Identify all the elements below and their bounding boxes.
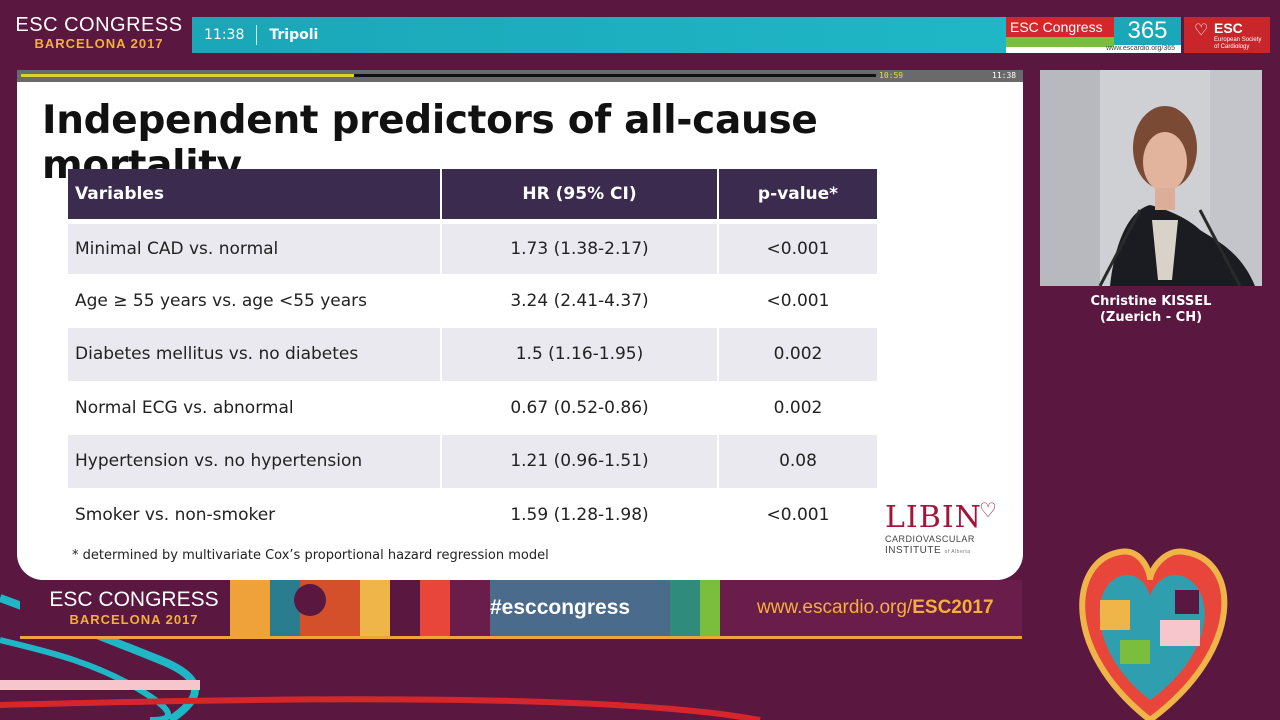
cell-variable: Normal ECG vs. abnormal [68,381,442,435]
libin-line2: INSTITUTE of Alberta [885,545,1005,558]
header-variables: Variables [68,169,442,219]
esc-society-logo: ♡ ESC European Society of Cardiology [1184,17,1270,53]
banner-url-prefix: www.escardio.org/ [757,597,913,618]
esc365-stripe [1006,37,1114,47]
cell-hr: 1.21 (0.96-1.51) [442,434,719,488]
table-header-row: Variables HR (95% CI) p-value* [68,169,877,219]
progress-fill [21,74,355,77]
banner-url: www.escardio.org/ESC2017 [757,597,994,619]
esc365-label: ESC Congress [1006,17,1114,37]
speaker-video [1040,70,1262,286]
cell-p: 0.002 [719,381,877,435]
libin-institute-logo: ♡ LIBIN CARDIOVASCULAR INSTITUTE of Albe… [885,498,1005,572]
libin-wordmark: LIBIN [885,500,982,535]
table-row: Hypertension vs. no hypertension 1.21 (0… [68,434,877,488]
divider [256,25,258,45]
libin-alberta: of Alberta [944,549,971,555]
cell-p: 0.08 [719,434,877,488]
esc-congress-logo: ESC CONGRESS BARCELONA 2017 [14,14,184,51]
cell-variable: Diabetes mellitus vs. no diabetes [68,327,442,381]
table-row: Smoker vs. non-smoker 1.59 (1.28-1.98) <… [68,488,877,542]
table-row: Diabetes mellitus vs. no diabetes 1.5 (1… [68,327,877,381]
elapsed-time: 10:59 [879,71,904,80]
predictors-table: Variables HR (95% CI) p-value* Minimal C… [68,169,877,542]
cell-p: <0.001 [719,274,877,328]
session-time: 11:38 [204,27,245,43]
banner-congress-subtitle: BARCELONA 2017 [69,612,199,627]
esc365-number: 365 [1114,17,1181,45]
libin-line1: CARDIOVASCULAR [885,534,975,544]
banner-underline [20,636,1022,639]
banner-artwork [20,580,1022,638]
session-info-bar: 11:38 Tripoli [192,17,1006,53]
table-row: Age ≥ 55 years vs. age <55 years 3.24 (2… [68,274,877,328]
congress-banner: ESC CONGRESS BARCELONA 2017 #esccongress… [20,580,1022,638]
table-row: Minimal CAD vs. normal 1.73 (1.38-2.17) … [68,219,877,274]
heart-icon: ♡ [1194,20,1209,39]
banner-url-suffix: ESC2017 [912,597,994,618]
society-subtitle: European Society of Cardiology [1214,37,1262,50]
society-name: ESC [1214,20,1243,36]
header-hr: HR (95% CI) [442,169,719,219]
speaker-name: Christine KISSEL [1090,294,1212,309]
cell-variable: Minimal CAD vs. normal [68,219,442,274]
libin-institute: INSTITUTE [885,545,942,556]
banner-hashtag: #esccongress [490,596,631,619]
speaker-silhouette [1040,70,1262,286]
video-progress-bar[interactable]: 10:59 11:38 [17,70,1023,82]
banner-congress-title: ESC CONGRESS [49,588,219,611]
cell-variable: Hypertension vs. no hypertension [68,434,442,488]
esc365-logo: ESC Congress 365 www.escardio.org/365 [1006,17,1181,53]
cell-variable: Smoker vs. non-smoker [68,488,442,542]
total-time: 11:38 [992,71,1017,80]
congress-title: ESC CONGRESS [15,14,183,36]
presentation-slide: 10:59 11:38 Independent predictors of al… [17,70,1023,580]
esc365-url: www.escardio.org/365 [1106,45,1175,52]
progress-track [21,74,876,77]
cell-variable: Age ≥ 55 years vs. age <55 years [68,274,442,328]
heart-icon: ♡ [979,498,997,522]
session-room: Tripoli [269,27,319,43]
cell-hr: 1.73 (1.38-2.17) [442,219,719,274]
speaker-caption: Christine KISSEL (Zuerich - CH) [1040,294,1262,326]
slide-footnote: * determined by multivariate Cox’s propo… [72,548,549,563]
cell-hr: 0.67 (0.52-0.86) [442,381,719,435]
cell-hr: 3.24 (2.41-4.37) [442,274,719,328]
congress-subtitle: BARCELONA 2017 [34,36,164,51]
cell-p: <0.001 [719,488,877,542]
cell-hr: 1.59 (1.28-1.98) [442,488,719,542]
speaker-affiliation: (Zuerich - CH) [1099,310,1203,325]
table-row: Normal ECG vs. abnormal 0.67 (0.52-0.86)… [68,381,877,435]
header-p-value: p-value* [719,169,877,219]
cell-p: 0.002 [719,327,877,381]
cell-p: <0.001 [719,219,877,274]
cell-hr: 1.5 (1.16-1.95) [442,327,719,381]
